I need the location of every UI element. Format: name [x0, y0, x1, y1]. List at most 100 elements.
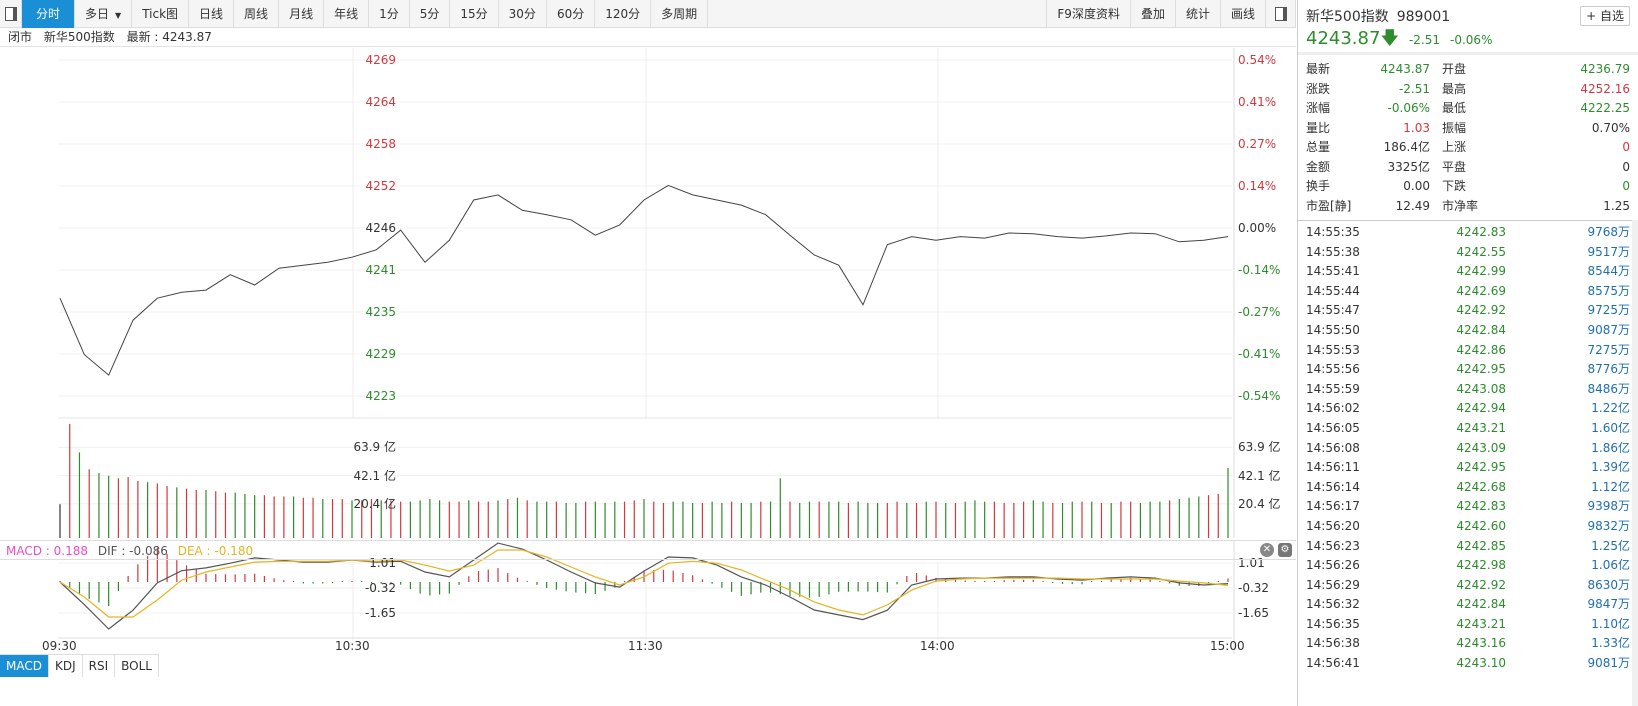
- trade-price: 4242.83: [1456, 499, 1506, 514]
- stat-label: 市盈[静]: [1306, 198, 1352, 213]
- quote-title: 新华500指数 989001: [1306, 6, 1458, 26]
- macd-tick: -1.65: [1238, 606, 1270, 621]
- trade-volume: 9768万: [1587, 225, 1630, 239]
- trade-time: 14:56:41: [1306, 656, 1360, 671]
- tab-8[interactable]: 5分: [410, 0, 451, 28]
- gear-icon[interactable]: ⚙: [1278, 543, 1292, 557]
- stat-label: 涨幅: [1306, 101, 1331, 115]
- stat-label: 上涨: [1442, 140, 1467, 154]
- trade-time: 14:56:35: [1306, 616, 1360, 631]
- trade-price: 4242.60: [1456, 518, 1506, 533]
- tab-10[interactable]: 30分: [499, 0, 547, 28]
- stat-row: 涨跌 -2.51 最高 4252.16: [1306, 80, 1630, 100]
- trade-time: 14:55:59: [1306, 381, 1360, 396]
- stat-label: 最新: [1306, 62, 1331, 76]
- trade-time: 14:56:23: [1306, 538, 1360, 553]
- tab-1[interactable]: 多日 ▼: [75, 0, 133, 28]
- tab-3[interactable]: 日线: [189, 0, 235, 28]
- toggle-left-panel-button[interactable]: [0, 0, 22, 28]
- current-price: 4243.87🡇 -2.51 -0.06%: [1306, 26, 1492, 56]
- trade-list-scrollbar[interactable]: [1632, 220, 1638, 706]
- caret-down-icon: ▼: [115, 11, 122, 20]
- tab-6[interactable]: 年线: [324, 0, 370, 28]
- indicator-tab-kdj[interactable]: KDJ: [49, 655, 83, 677]
- add-watchlist-button[interactable]: + 自选: [1580, 6, 1630, 26]
- stat-value: 0: [1622, 179, 1630, 193]
- dif-line: [59, 542, 1229, 630]
- stat-label: 总量: [1306, 140, 1331, 154]
- trade-price: 4242.68: [1456, 479, 1506, 494]
- tool-0[interactable]: F9深度资料: [1047, 0, 1131, 28]
- trade-time: 14:56:11: [1306, 460, 1360, 475]
- stat-label: 涨跌: [1306, 81, 1331, 96]
- indicator-tab-rsi[interactable]: RSI: [83, 655, 116, 677]
- trade-time: 14:56:02: [1306, 401, 1360, 416]
- indicator-tab-macd[interactable]: MACD: [0, 655, 49, 677]
- trade-row: 14:56:20 4242.60 9832万: [1298, 517, 1638, 537]
- tool-2[interactable]: 统计: [1176, 0, 1221, 28]
- trade-price: 4242.83: [1456, 225, 1506, 239]
- trade-row: 14:56:11 4242.95 1.39亿: [1298, 458, 1638, 478]
- trade-price: 4242.84: [1456, 322, 1506, 337]
- price-line: [59, 184, 1229, 376]
- stat-value: 12.49: [1395, 198, 1430, 213]
- time-tick: 10:30: [335, 639, 370, 653]
- tab-13[interactable]: 多周期: [651, 0, 709, 28]
- trade-volume: 1.06亿: [1591, 558, 1630, 573]
- tab-11[interactable]: 60分: [547, 0, 596, 28]
- tab-4[interactable]: 周线: [234, 0, 280, 28]
- trade-row: 14:56:29 4242.92 8630万: [1298, 576, 1638, 596]
- tab-5[interactable]: 月线: [279, 0, 325, 28]
- trade-volume: 1.12亿: [1591, 479, 1630, 494]
- volume-tick: 20.4 亿: [353, 496, 396, 511]
- price-change-pct: -0.06%: [1450, 33, 1493, 47]
- trade-time: 14:55:38: [1306, 244, 1360, 259]
- trade-time: 14:55:44: [1306, 283, 1360, 298]
- trade-volume: 1.25亿: [1591, 538, 1630, 553]
- tab-2[interactable]: Tick图: [132, 0, 190, 28]
- close-icon[interactable]: ✕: [1260, 543, 1274, 557]
- stat-label: 换手: [1306, 179, 1331, 193]
- trade-volume: 9847万: [1587, 597, 1630, 612]
- price-tick: 4235: [365, 305, 396, 319]
- macd-value: MACD : 0.188: [6, 544, 88, 558]
- tab-12[interactable]: 120分: [595, 0, 652, 28]
- trade-price: 4243.16: [1456, 636, 1506, 651]
- indicator-tab-boll[interactable]: BOLL: [115, 655, 159, 677]
- trade-time: 14:56:26: [1306, 558, 1360, 573]
- stat-value: 186.4亿: [1383, 140, 1430, 154]
- stat-label: 最高: [1442, 81, 1467, 96]
- trade-volume: 1.22亿: [1591, 401, 1630, 416]
- tool-1[interactable]: 叠加: [1131, 0, 1176, 28]
- dea-line: [59, 549, 1229, 618]
- intraday-chart[interactable]: [0, 0, 1296, 706]
- toolbar-spacer: [708, 0, 1048, 27]
- trade-volume: 1.10亿: [1591, 616, 1630, 631]
- trade-price: 4242.92: [1456, 577, 1506, 592]
- stat-row: 最新 4243.87 开盘 4236.79: [1306, 60, 1630, 80]
- macd-tick: -0.32: [364, 581, 396, 596]
- gap: [0, 538, 1296, 540]
- volume-tick: 63.9 亿: [1238, 440, 1281, 455]
- toggle-right-panel-button[interactable]: [1266, 0, 1296, 28]
- tab-7[interactable]: 1分: [369, 0, 410, 28]
- tool-3[interactable]: 画线: [1221, 0, 1266, 28]
- trade-row: 14:56:26 4242.98 1.06亿: [1298, 556, 1638, 576]
- stat-value: 0: [1622, 159, 1630, 174]
- trade-volume: 1.39亿: [1591, 460, 1630, 475]
- trade-row: 14:55:53 4242.86 7275万: [1298, 341, 1638, 361]
- trade-volume: 8575万: [1587, 283, 1630, 298]
- tab-0[interactable]: 分时: [22, 0, 76, 28]
- price-tick: 4252: [365, 179, 396, 193]
- stat-value: 1.25: [1603, 198, 1630, 213]
- trade-price: 4242.99: [1456, 264, 1506, 279]
- index-name: 新华500指数: [1306, 9, 1389, 25]
- tab-9[interactable]: 15分: [450, 0, 499, 28]
- trade-row: 14:56:38 4243.16 1.33亿: [1298, 634, 1638, 654]
- trade-volume: 8544万: [1587, 264, 1630, 279]
- trade-row: 14:55:50 4242.84 9087万: [1298, 321, 1638, 341]
- latest-price: 最新 : 4243.87: [126, 30, 212, 44]
- market-status: 闭市: [8, 30, 33, 44]
- panel-icon: [4, 7, 17, 21]
- trade-row: 14:55:44 4242.69 8575万: [1298, 282, 1638, 302]
